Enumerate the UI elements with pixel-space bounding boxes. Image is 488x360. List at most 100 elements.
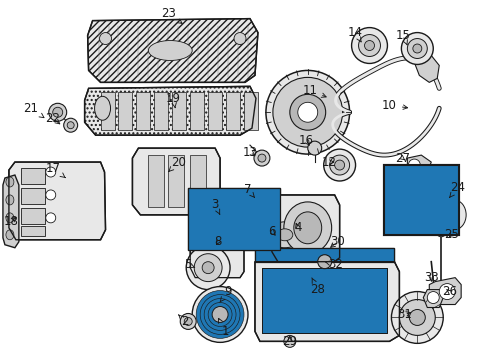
Text: 25: 25 bbox=[443, 228, 458, 241]
Polygon shape bbox=[271, 195, 339, 262]
Circle shape bbox=[334, 160, 344, 170]
Bar bbox=[154, 92, 168, 130]
Circle shape bbox=[351, 28, 386, 63]
Text: 27: 27 bbox=[394, 152, 409, 165]
Ellipse shape bbox=[259, 215, 310, 255]
Circle shape bbox=[212, 306, 227, 323]
Polygon shape bbox=[87, 19, 258, 82]
Circle shape bbox=[399, 300, 434, 336]
Polygon shape bbox=[428, 278, 460, 305]
Ellipse shape bbox=[276, 229, 292, 241]
Circle shape bbox=[180, 314, 196, 329]
Text: 14: 14 bbox=[347, 26, 362, 42]
Circle shape bbox=[53, 107, 62, 117]
Text: 16: 16 bbox=[298, 134, 313, 147]
Text: 10: 10 bbox=[381, 99, 407, 112]
Text: 21: 21 bbox=[23, 102, 44, 118]
Text: 22: 22 bbox=[45, 112, 60, 125]
Text: 18: 18 bbox=[3, 215, 19, 228]
Circle shape bbox=[425, 179, 456, 211]
Ellipse shape bbox=[293, 212, 321, 244]
Text: 13: 13 bbox=[242, 145, 257, 159]
Circle shape bbox=[196, 291, 244, 338]
Text: 11: 11 bbox=[302, 84, 325, 97]
Bar bbox=[190, 155, 206, 207]
Bar bbox=[21, 226, 45, 236]
Circle shape bbox=[401, 32, 432, 64]
Text: 1: 1 bbox=[218, 318, 228, 338]
Bar bbox=[384, 165, 458, 235]
Ellipse shape bbox=[441, 200, 465, 230]
Circle shape bbox=[203, 298, 236, 330]
Circle shape bbox=[253, 150, 269, 166]
Bar bbox=[384, 165, 458, 235]
Circle shape bbox=[192, 287, 247, 342]
Bar bbox=[225, 92, 240, 130]
Text: 30: 30 bbox=[329, 235, 345, 248]
Bar bbox=[148, 155, 164, 207]
Bar bbox=[172, 92, 186, 130]
Text: 26: 26 bbox=[441, 285, 456, 298]
Text: 20: 20 bbox=[168, 156, 185, 171]
Ellipse shape bbox=[148, 41, 192, 60]
Circle shape bbox=[329, 155, 349, 175]
Text: 24: 24 bbox=[448, 181, 464, 197]
Circle shape bbox=[407, 159, 420, 171]
Circle shape bbox=[67, 122, 74, 129]
Circle shape bbox=[244, 197, 270, 223]
Polygon shape bbox=[3, 175, 19, 248]
Bar bbox=[188, 188, 279, 250]
Circle shape bbox=[435, 227, 446, 237]
Ellipse shape bbox=[6, 195, 14, 205]
Circle shape bbox=[186, 246, 229, 289]
Ellipse shape bbox=[6, 213, 14, 223]
Text: 12: 12 bbox=[322, 156, 337, 168]
Circle shape bbox=[272, 77, 342, 147]
Text: 8: 8 bbox=[214, 235, 222, 248]
Bar bbox=[188, 188, 279, 250]
Polygon shape bbox=[132, 148, 220, 215]
Ellipse shape bbox=[6, 177, 14, 187]
Text: 4: 4 bbox=[293, 221, 301, 234]
Circle shape bbox=[258, 154, 265, 162]
Polygon shape bbox=[9, 162, 105, 240]
Bar bbox=[244, 92, 258, 130]
Bar bbox=[254, 248, 394, 262]
Circle shape bbox=[438, 284, 454, 300]
Circle shape bbox=[184, 318, 192, 325]
Circle shape bbox=[307, 141, 321, 155]
Ellipse shape bbox=[94, 96, 110, 120]
Bar bbox=[118, 92, 132, 130]
Polygon shape bbox=[84, 86, 255, 135]
Bar bbox=[168, 155, 184, 207]
Circle shape bbox=[407, 39, 427, 58]
Text: 33: 33 bbox=[423, 271, 438, 284]
Circle shape bbox=[46, 167, 56, 177]
Bar bbox=[21, 208, 45, 224]
Bar bbox=[101, 92, 114, 130]
Text: 2: 2 bbox=[178, 315, 188, 328]
Bar bbox=[21, 168, 45, 184]
Text: 6: 6 bbox=[267, 225, 275, 238]
Text: 23: 23 bbox=[161, 7, 182, 23]
Circle shape bbox=[405, 189, 416, 201]
Circle shape bbox=[63, 118, 78, 132]
Circle shape bbox=[436, 191, 444, 199]
Circle shape bbox=[427, 292, 438, 303]
Circle shape bbox=[317, 255, 331, 269]
Polygon shape bbox=[413, 49, 438, 82]
Circle shape bbox=[283, 336, 295, 347]
Polygon shape bbox=[407, 155, 430, 175]
Text: 28: 28 bbox=[310, 278, 325, 296]
Text: 31: 31 bbox=[396, 308, 411, 321]
Text: 5: 5 bbox=[184, 258, 194, 271]
Text: 17: 17 bbox=[45, 162, 65, 178]
Ellipse shape bbox=[266, 222, 302, 248]
Circle shape bbox=[297, 102, 317, 122]
Ellipse shape bbox=[283, 202, 331, 254]
Circle shape bbox=[202, 262, 214, 274]
Bar bbox=[262, 268, 386, 333]
Text: 9: 9 bbox=[220, 285, 231, 302]
Circle shape bbox=[194, 254, 222, 282]
Polygon shape bbox=[254, 262, 399, 341]
